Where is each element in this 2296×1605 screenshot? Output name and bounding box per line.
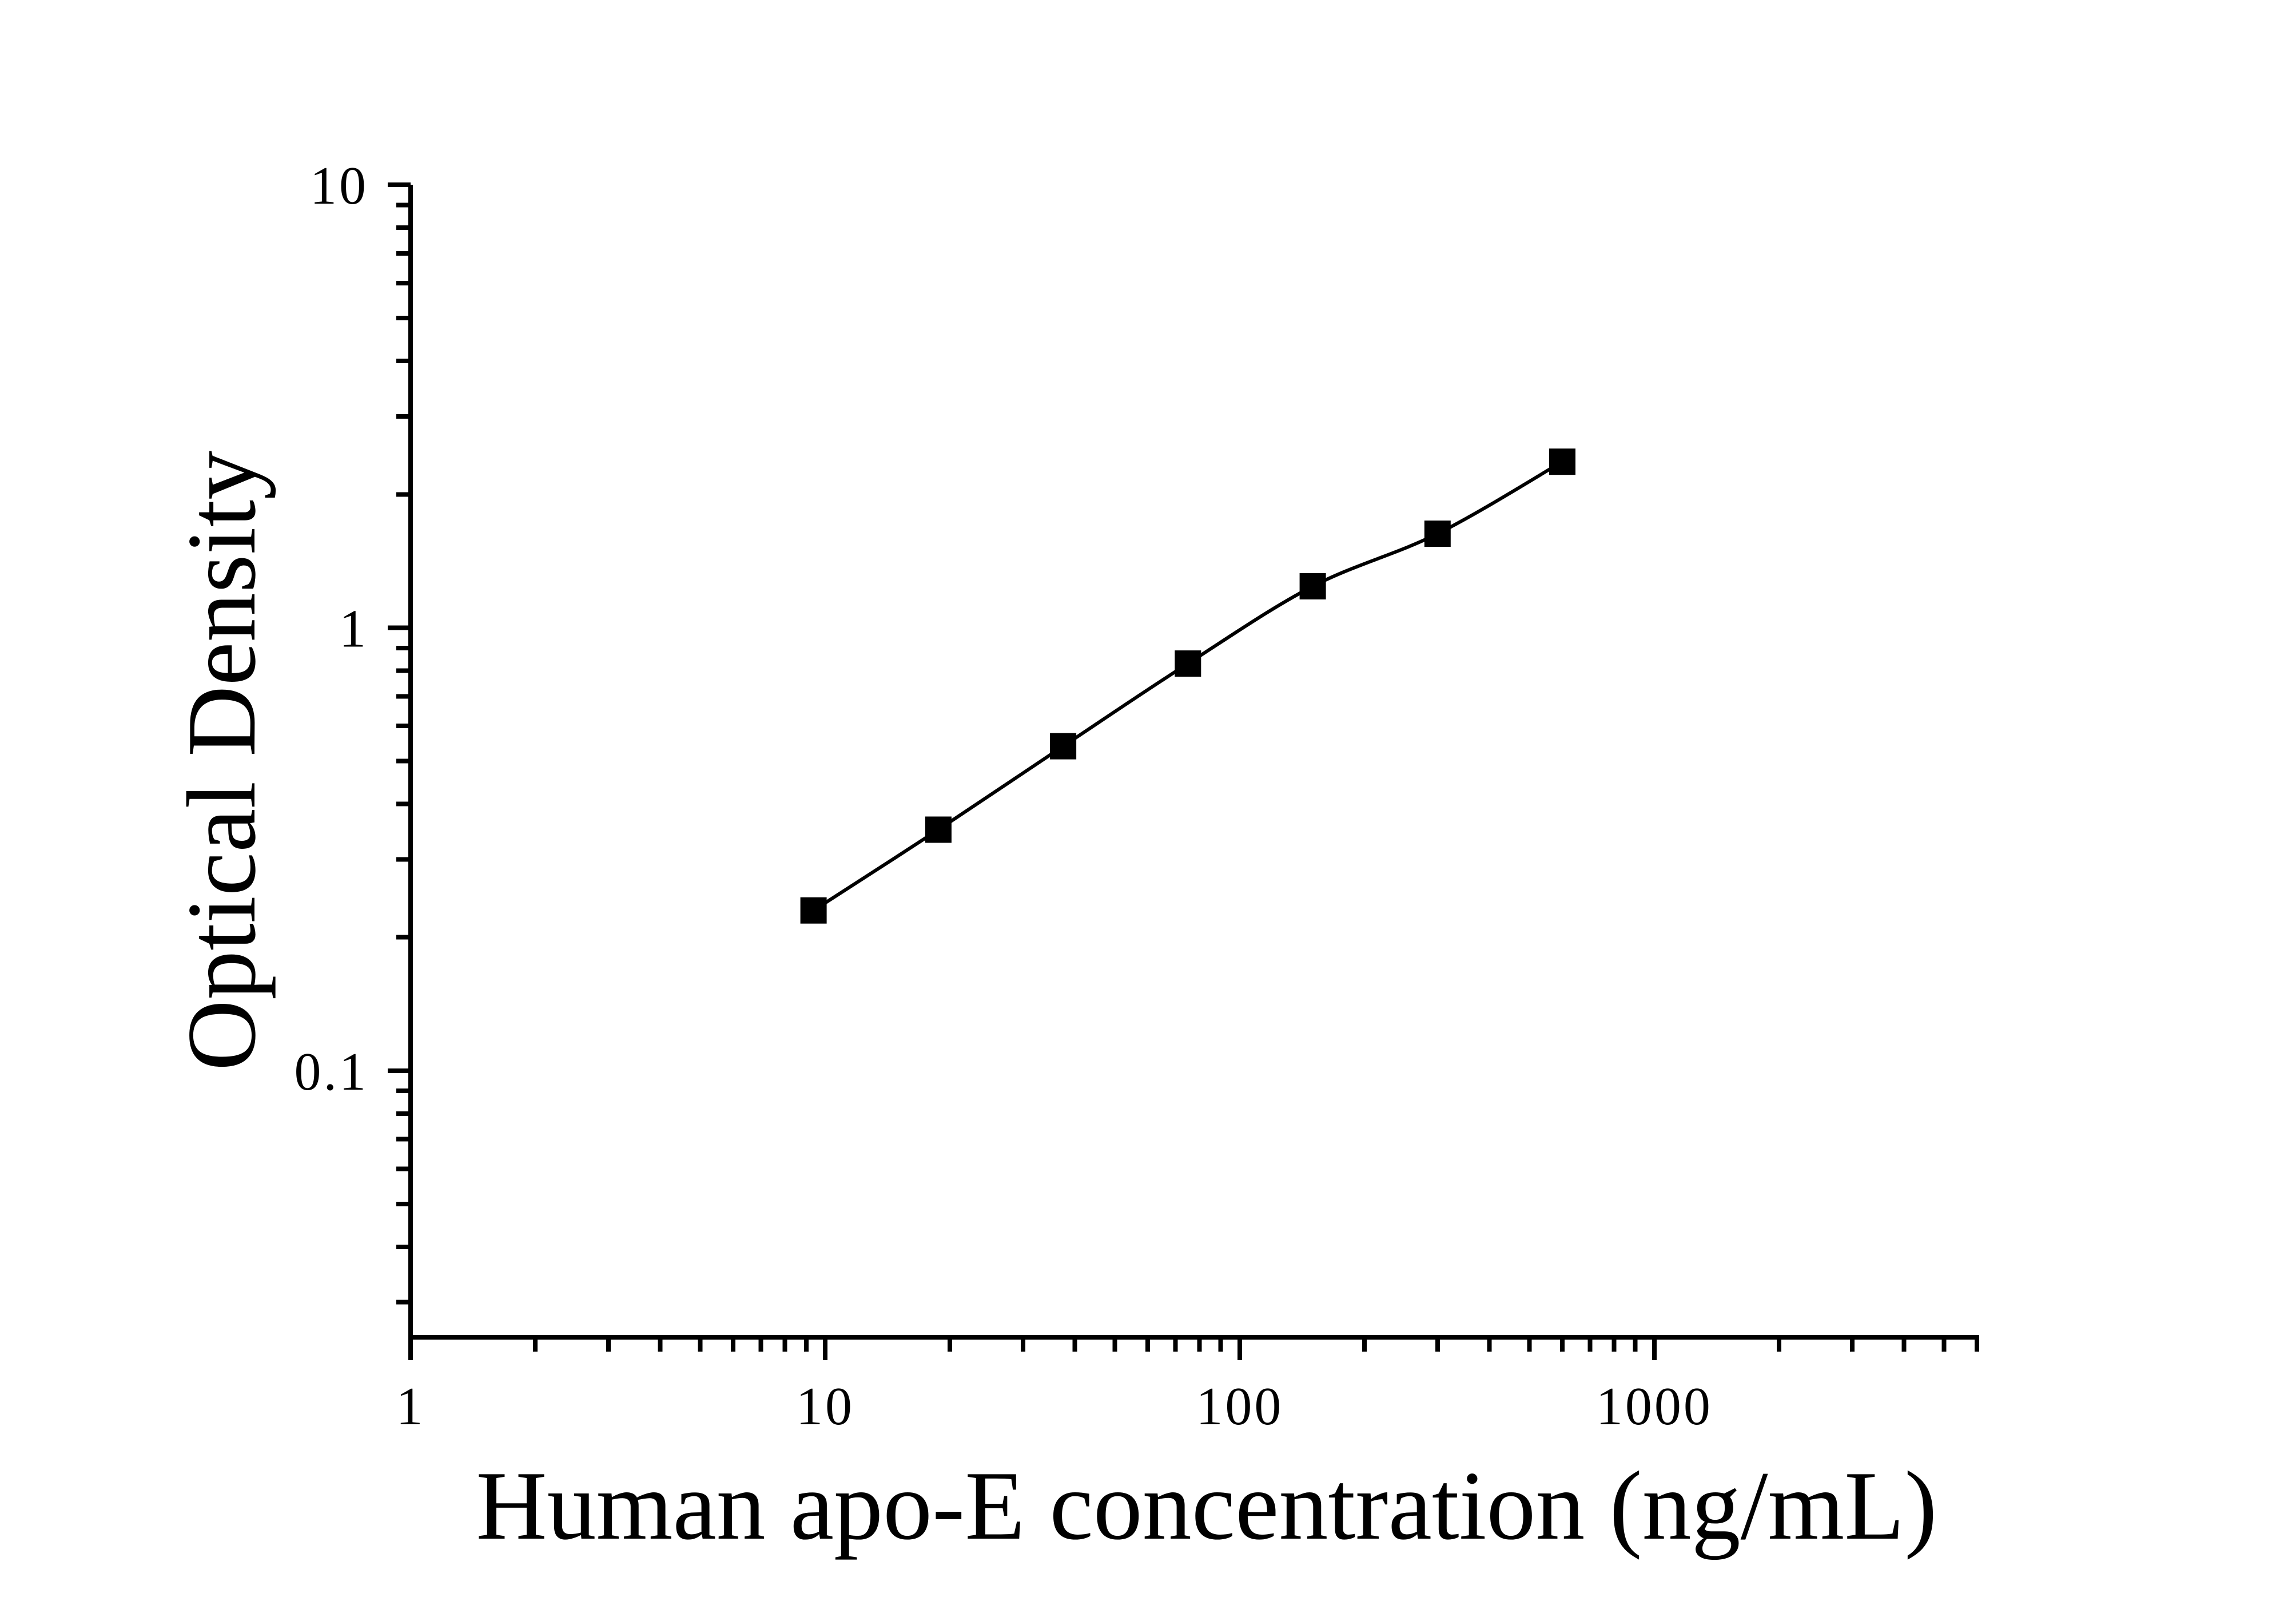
y-tick-label: 10 [310, 156, 368, 216]
y-axis-title: Optical Density [168, 451, 276, 1071]
data-point-marker [1299, 573, 1326, 599]
x-tick-label: 1 [396, 1377, 425, 1436]
data-point-marker [1050, 733, 1077, 760]
x-axis-title: Human apo-E concentration (ng/mL) [476, 1452, 1937, 1560]
data-point-marker [1424, 521, 1451, 547]
x-tick-label: 100 [1196, 1377, 1283, 1436]
data-point-marker [925, 816, 952, 843]
x-tick-label: 10 [796, 1377, 854, 1436]
data-point-marker [1549, 448, 1575, 475]
x-tick-label: 1000 [1596, 1377, 1713, 1436]
data-point-marker [1175, 650, 1201, 677]
y-tick-label: 0.1 [295, 1042, 369, 1102]
y-tick-label: 1 [339, 599, 368, 658]
data-point-marker [800, 897, 827, 924]
